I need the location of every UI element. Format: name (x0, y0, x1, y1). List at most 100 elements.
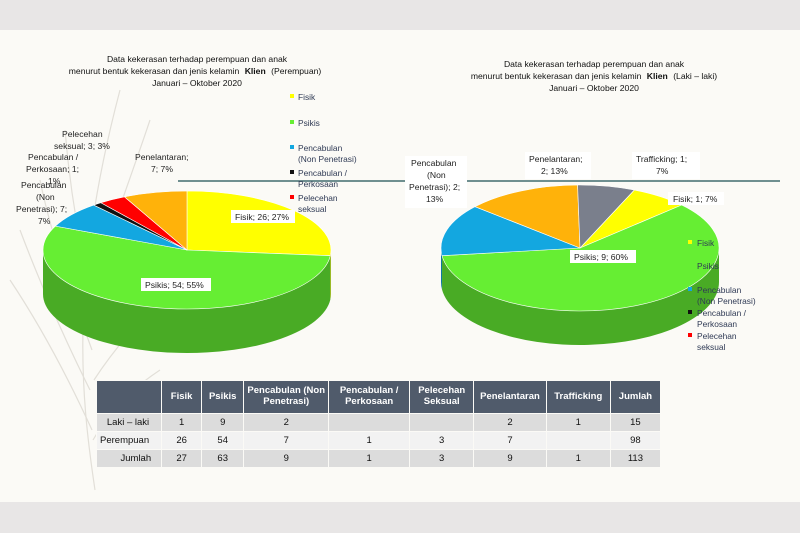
table-cell: 3 (409, 431, 475, 450)
table-cell: 9 (201, 413, 245, 432)
table-header-row: Fisik Psikis Pencabulan (Non Penetrasi) … (95, 380, 662, 414)
table-cell: 27 (161, 449, 203, 468)
table-cell: 7 (473, 431, 547, 450)
legend-line: (Non Penetrasi) (697, 296, 756, 306)
label-line: Pencabulan / (28, 152, 79, 162)
table-cell: Perempuan (95, 431, 163, 450)
label-bg-psikis (141, 278, 211, 291)
label-penelantaran: Penelantaran; 7; 7% (135, 152, 191, 174)
table-header (95, 380, 163, 414)
table-cell: 9 (243, 449, 330, 468)
chart-title-suffix: (Laki – laki) (673, 71, 717, 81)
chart-title-line-1: Data kekerasan terhadap perempuan dan an… (107, 54, 288, 64)
chart-title-line-3: Januari – Oktober 2020 (549, 83, 639, 93)
chart-title-line-1: Data kekerasan terhadap perempuan dan an… (504, 59, 685, 69)
pie-slices (42, 190, 332, 310)
legend-swatch-pencabulan-non-penetrasi (290, 145, 294, 149)
legend-line: seksual (697, 342, 726, 352)
legend-label-fisik: Fisik (298, 92, 316, 102)
table-cell: 1 (161, 413, 203, 432)
table-header: Psikis (201, 380, 245, 414)
pie-sides (42, 250, 331, 354)
divider-line (178, 180, 780, 182)
label-fisik: Fisik; 1; 7% (673, 194, 718, 204)
legend-line: Pencabulan (697, 285, 742, 295)
legend-label-psikis: Psikis (298, 118, 320, 128)
label-line: 7% (38, 216, 51, 226)
table-cell: 9 (473, 449, 547, 468)
table-cell: 1 (545, 449, 611, 468)
legend-line: Perkosaan (697, 319, 737, 329)
chart-title-line-2-text: menurut bentuk kekerasan dan jenis kelam… (471, 71, 642, 81)
legend-label-pencabulan-non-penetrasi: Pencabulan (Non Penetrasi) (298, 143, 357, 164)
chart-title: Data kekerasan terhadap perempuan dan an… (471, 59, 717, 93)
legend: Fisik Psikis Pencabulan (Non Penetrasi) … (688, 238, 756, 352)
label-fisik: Fisik; 26; 27% (235, 212, 289, 222)
label-line: 7; 7% (151, 164, 173, 174)
pie-slice-penelantaran (474, 184, 581, 249)
label-line: Pencabulan (411, 158, 457, 168)
label-line: (Non (427, 170, 446, 180)
legend-line: Pencabulan / (298, 168, 348, 178)
label-line: Penetrasi); 7; (16, 204, 67, 214)
table-cell: 113 (609, 449, 662, 468)
legend-line: seksual (298, 204, 327, 214)
chart-title-bold: Klien (647, 71, 668, 81)
legend-swatch-pelecehan-seksual (688, 333, 692, 337)
label-line: Pelecehan (62, 129, 103, 139)
legend-label-pencabulan-non-penetrasi: Pencabulan (Non Penetrasi) (697, 285, 756, 306)
legend-swatch-pencabulan-perkosaan (688, 310, 692, 314)
label-bg-psikis (570, 250, 636, 263)
chart-title-line-3: Januari – Oktober 2020 (152, 78, 242, 88)
pie-side-fisik (330, 250, 331, 300)
table-header: Penelantaran (473, 380, 547, 414)
chart-title: Data kekerasan terhadap perempuan dan an… (69, 54, 322, 88)
label-line: (Non (36, 192, 55, 202)
legend-line: Pencabulan (298, 143, 343, 153)
label-trafficking: Trafficking; 1; 7% (636, 154, 690, 176)
label-bg-trafficking (632, 152, 700, 179)
table-cell: 98 (609, 431, 662, 450)
legend-swatch-pencabulan-perkosaan (290, 170, 294, 174)
table-cell: Laki – laki (95, 413, 163, 432)
table-cell: 1 (328, 431, 411, 450)
legend-line: (Non Penetrasi) (298, 154, 357, 164)
pie-slice-pencabulan-non-penetrasi (440, 206, 581, 256)
legend-swatch-psikis (688, 263, 692, 267)
label-pelecehan-seksual: Pelecehan seksual; 3; 3% (54, 129, 110, 151)
label-line: Penetrasi); 2; (409, 182, 460, 192)
legend-label-fisik: Fisik (697, 238, 715, 248)
legend-swatch-fisik (688, 240, 692, 244)
pie-sides (441, 248, 719, 345)
legend-label-pelecehan-seksual: Pelecehan seksual (298, 193, 340, 214)
table-cell (409, 413, 475, 432)
pie-slice-psikis (42, 225, 331, 310)
label-pencabulan-non-penetrasi: Pencabulan (Non Penetrasi); 2; 13% (409, 158, 463, 204)
table-cell: 3 (409, 449, 475, 468)
table-row-total: Jumlah 27 63 9 1 3 9 1 113 (95, 449, 662, 468)
table-row: Laki – laki 1 9 2 2 1 15 (95, 413, 662, 432)
table-cell: 2 (473, 413, 547, 432)
pie-slice-trafficking (577, 184, 635, 249)
label-line: 2; 13% (541, 166, 568, 176)
pie-labels: Fisik; 1; 7% Psikis; 9; 60% Pencabulan (… (405, 152, 724, 263)
label-bg-penelantaran (525, 152, 591, 179)
table-cell: Jumlah (95, 449, 163, 468)
label-line: 1% (48, 176, 61, 186)
legend: Fisik Psikis Pencabulan (Non Penetrasi) … (290, 92, 357, 214)
table-header: Jumlah (609, 380, 662, 414)
legend-line: Pelecehan (697, 331, 737, 341)
legend-swatch-psikis (290, 120, 294, 124)
table-row: Perempuan 26 54 7 1 3 7 98 (95, 431, 662, 450)
table-header: Trafficking (545, 380, 611, 414)
chart-title-suffix: (Perempuan) (271, 66, 321, 76)
label-line: Trafficking; 1; (636, 154, 687, 164)
label-penelantaran: Penelantaran; 2; 13% (529, 154, 585, 176)
table-cell: 7 (243, 431, 330, 450)
table-cell: 1 (328, 449, 411, 468)
pie-side-pencabulan-non-penetrasi (441, 248, 443, 290)
label-line: seksual; 3; 3% (54, 141, 110, 151)
legend-swatch-pelecehan-seksual (290, 195, 294, 199)
pie-side-psikis (42, 250, 331, 354)
